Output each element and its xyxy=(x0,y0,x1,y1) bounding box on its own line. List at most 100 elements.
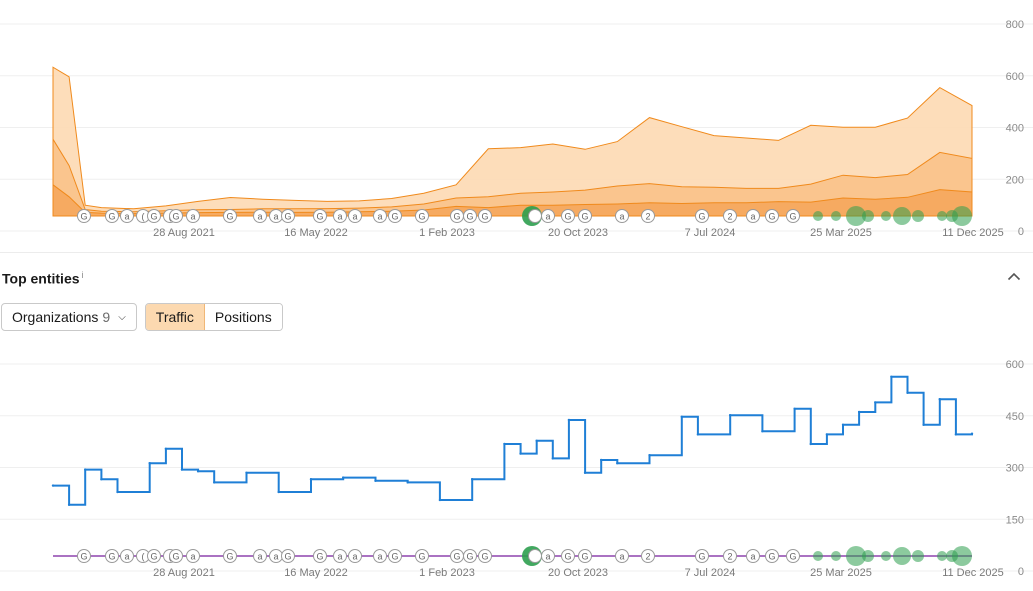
event-marker xyxy=(641,549,655,563)
event-marker xyxy=(120,209,134,223)
event-marker-label: G xyxy=(564,212,571,222)
y-tick-label: 600 xyxy=(1006,359,1024,371)
event-marker-label: G xyxy=(789,552,796,562)
event-marker-label: G xyxy=(698,212,705,222)
entity-controls: Organizations 9 ⌵ Traffic Positions xyxy=(1,303,283,331)
event-marker-label: G xyxy=(418,552,425,562)
x-tick-label: 25 Mar 2025 xyxy=(810,227,872,239)
entity-chart-line xyxy=(51,375,974,506)
line-point xyxy=(680,415,683,418)
x-tick-label: 1 Feb 2023 xyxy=(419,227,475,239)
event-marker-label: a xyxy=(190,552,195,562)
event-marker-label: a xyxy=(545,212,550,222)
organizations-label: Organizations xyxy=(12,309,99,325)
line-point xyxy=(116,490,119,494)
line-point xyxy=(616,462,619,465)
event-marker-cluster xyxy=(952,206,972,226)
line-point xyxy=(567,418,571,422)
event-marker xyxy=(333,549,347,563)
line-point xyxy=(406,481,409,484)
chevron-down-icon: ⌵ xyxy=(118,311,126,323)
line-point xyxy=(470,478,474,481)
event-marker xyxy=(578,209,592,223)
event-marker-cluster xyxy=(831,551,841,561)
line-point xyxy=(599,458,603,462)
event-marker xyxy=(641,209,655,223)
line-point xyxy=(938,398,941,401)
event-marker-label: G xyxy=(698,552,705,562)
event-marker-cluster xyxy=(952,546,972,566)
event-marker xyxy=(105,209,119,223)
line-point xyxy=(245,471,248,474)
event-marker xyxy=(695,549,709,563)
traffic-tab[interactable]: Traffic xyxy=(145,304,205,330)
event-marker-cluster xyxy=(893,547,911,565)
event-marker xyxy=(765,209,779,223)
line-point xyxy=(213,481,216,484)
line-point xyxy=(890,375,893,378)
event-marker xyxy=(313,209,327,223)
event-marker xyxy=(253,549,267,563)
event-marker-label: G xyxy=(108,212,115,222)
x-tick-label: 28 Aug 2021 xyxy=(153,227,215,239)
x-tick-label: 16 May 2022 xyxy=(284,227,348,239)
event-marker-label: G xyxy=(391,212,398,222)
event-marker-label: G xyxy=(80,552,87,562)
area-series-3 xyxy=(52,66,973,217)
entity-chart-x-ticks: 28 Aug 2021 16 May 2022 1 Feb 2023 20 Oct 2… xyxy=(153,567,1004,579)
y-tick-label: 200 xyxy=(1006,174,1024,186)
event-marker xyxy=(348,549,362,563)
event-marker xyxy=(561,549,575,563)
event-marker-label: a xyxy=(337,212,342,222)
line-point xyxy=(857,410,861,414)
x-tick-label: 11 Dec 2025 xyxy=(942,567,1004,579)
event-marker xyxy=(313,549,327,563)
x-tick-label: 11 Dec 2025 xyxy=(942,227,1004,239)
section-title: Top entities i xyxy=(2,270,84,287)
info-icon[interactable]: i xyxy=(81,270,84,280)
event-marker-label: G xyxy=(172,212,179,222)
event-marker xyxy=(373,209,387,223)
event-marker xyxy=(169,209,183,223)
event-marker xyxy=(578,549,592,563)
event-marker-label: G xyxy=(172,552,179,562)
line-point xyxy=(67,503,71,506)
event-marker xyxy=(695,209,709,223)
entity-chart-grid xyxy=(0,363,1033,572)
organizations-dropdown[interactable]: Organizations 9 ⌵ xyxy=(1,303,137,331)
event-marker xyxy=(463,549,477,563)
line-point xyxy=(841,423,845,426)
event-marker xyxy=(388,549,402,563)
event-marker-label: a xyxy=(273,552,278,562)
event-marker xyxy=(373,549,387,563)
event-marker-label: a xyxy=(750,552,755,562)
event-marker-label: G xyxy=(226,552,233,562)
event-marker-label: a xyxy=(619,552,624,562)
event-marker xyxy=(169,549,183,563)
positions-tab[interactable]: Positions xyxy=(204,304,282,330)
event-marker-label: G xyxy=(80,212,87,222)
event-marker-label: a xyxy=(257,212,262,222)
event-marker xyxy=(561,209,575,223)
event-marker-label: a xyxy=(352,212,357,222)
event-marker xyxy=(746,549,760,563)
event-marker-cluster xyxy=(912,550,924,562)
line-point xyxy=(309,478,313,481)
event-marker-cluster xyxy=(862,550,874,562)
event-marker-cluster xyxy=(846,546,866,566)
line-point xyxy=(51,484,55,487)
x-tick-label: 7 Jul 2024 xyxy=(685,567,736,579)
event-marker-label: G xyxy=(316,552,323,562)
y-tick-label: 300 xyxy=(1006,463,1024,475)
event-marker-label: a xyxy=(124,212,129,222)
event-marker-cluster xyxy=(937,211,947,221)
line-point xyxy=(438,498,442,502)
line-point xyxy=(551,457,555,460)
traffic-chart-areas xyxy=(52,66,973,217)
event-marker-label: a xyxy=(257,552,262,562)
section-title-text: Top entities xyxy=(2,270,80,287)
event-marker xyxy=(765,549,779,563)
chevron-up-icon[interactable] xyxy=(1005,267,1023,285)
line-point xyxy=(148,462,151,465)
